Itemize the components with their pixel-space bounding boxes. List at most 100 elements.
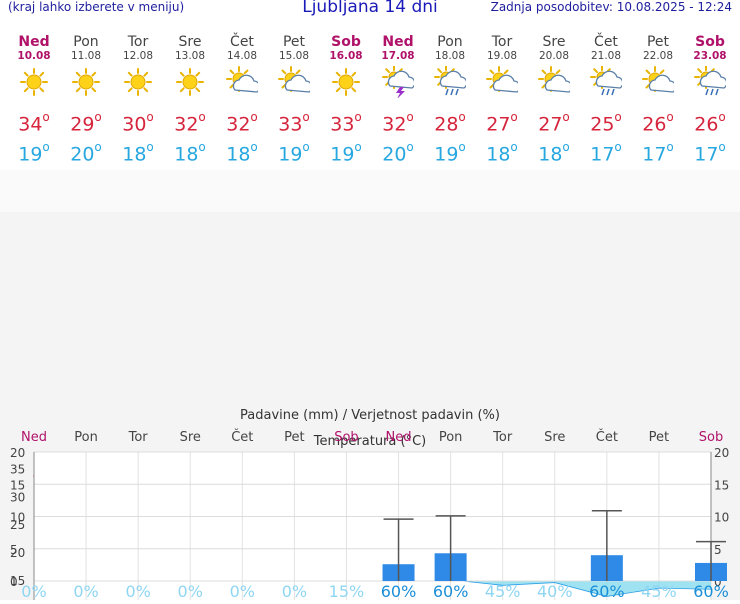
precipitation-probability: 0%	[73, 582, 98, 600]
precipitation-day-label: Čet	[596, 429, 618, 445]
precipitation-day-label: Ned	[386, 430, 412, 445]
day-column[interactable]: Pet 15.08 33o 19o	[268, 24, 320, 170]
day-column[interactable]: Čet 14.08 32o 18o	[216, 24, 268, 170]
day-date: 17.08	[381, 50, 415, 62]
day-column[interactable]: Sre 20.08 27o 18o	[528, 24, 580, 170]
precipitation-y-tick-left: 0	[10, 575, 18, 589]
day-date: 16.08	[329, 50, 363, 62]
day-name: Pon	[73, 34, 99, 50]
separator	[0, 170, 740, 212]
header: (kraj lahko izberete v meniju) Ljubljana…	[0, 0, 740, 22]
max-temp: 33o	[278, 110, 310, 136]
sun-icon	[330, 66, 362, 98]
charts-panel: Temperatura (°C)1520253035vreme.us Padav…	[0, 212, 740, 602]
precipitation-title: Padavine (mm) / Verjetnost padavin (%)	[240, 408, 500, 423]
temperature-y-tick: 30	[10, 490, 25, 504]
day-date: 13.08	[174, 50, 206, 62]
day-date: 19.08	[486, 50, 518, 62]
temperature-y-tick: 20	[10, 546, 25, 560]
day-name: Sre	[542, 34, 566, 50]
page-title: Ljubljana 14 dni	[302, 0, 438, 17]
cloudy-showers-icon	[434, 65, 468, 98]
day-date: 14.08	[226, 50, 258, 62]
day-date: 15.08	[278, 50, 310, 62]
forecast-strip: Ned 10.08 34o 19o Pon 11.08 29o 20o Tor 12.08 30o 1…	[0, 24, 740, 170]
max-temp: 30o	[122, 110, 154, 136]
day-name: Tor	[491, 34, 513, 50]
day-column[interactable]: Ned 10.08 34o 19o	[8, 24, 60, 170]
day-name: Čet	[594, 34, 618, 50]
day-column[interactable]: Čet 21.08 25o 17o	[580, 24, 632, 170]
precipitation-day-label: Čet	[231, 429, 253, 445]
temperature-y-tick: 25	[10, 518, 25, 532]
day-name: Pet	[646, 34, 670, 50]
max-temp: 27o	[538, 110, 570, 136]
precipitation-probability: 0%	[230, 582, 255, 600]
max-temp: 32o	[174, 110, 206, 136]
precipitation-probability: 60%	[433, 582, 469, 600]
precipitation-y-tick-right: 5	[714, 543, 722, 557]
precipitation-probability: 45%	[485, 582, 521, 600]
sun-icon	[122, 66, 154, 98]
precipitation-day-label: Sre	[544, 430, 565, 445]
day-column[interactable]: Tor 19.08 27o 18o	[476, 24, 528, 170]
min-temp: 19o	[434, 140, 466, 166]
max-temp: 25o	[590, 110, 622, 136]
cloudy-showers-icon	[590, 65, 624, 98]
max-temp: 26o	[694, 110, 726, 136]
day-name: Čet	[230, 34, 254, 50]
min-temp: 19o	[330, 140, 362, 166]
day-column[interactable]: Sob 23.08 26o 17o	[684, 24, 736, 170]
precipitation-probability: 0%	[125, 582, 150, 600]
day-date: 22.08	[642, 50, 674, 62]
precipitation-day-label: Pet	[649, 430, 669, 445]
sun-icon	[18, 66, 50, 98]
precipitation-day-label: Tor	[492, 430, 513, 445]
day-column[interactable]: Pon 18.08 28o 19o	[424, 24, 476, 170]
min-temp: 17o	[642, 140, 674, 166]
day-name: Sob	[331, 34, 361, 50]
max-temp: 32o	[226, 110, 258, 136]
day-column[interactable]: Pet 22.08 26o 17o	[632, 24, 684, 170]
precipitation-day-label: Ned	[21, 430, 47, 445]
precipitation-y-tick-right: 20	[714, 446, 729, 460]
min-temp: 20o	[382, 140, 414, 166]
day-name: Ned	[382, 34, 414, 50]
precipitation-y-tick-left: 5	[10, 543, 18, 557]
min-temp: 18o	[174, 140, 206, 166]
partly-cloudy-icon	[538, 66, 573, 98]
partly-cloudy-icon	[642, 66, 677, 98]
charts-svg: Temperatura (°C)1520253035vreme.us Padav…	[10, 408, 729, 602]
partly-cloudy-icon	[486, 66, 521, 98]
max-temp: 28o	[434, 110, 466, 136]
min-temp: 18o	[538, 140, 570, 166]
precipitation-probability: 60%	[381, 582, 417, 600]
precipitation-day-label: Pet	[284, 430, 304, 445]
precipitation-y-tick-right: 10	[714, 511, 729, 525]
temperature-title: Temperatura (°C)	[313, 434, 426, 449]
day-date: 20.08	[538, 50, 570, 62]
min-temp: 19o	[18, 140, 50, 166]
min-temp: 18o	[122, 140, 154, 166]
day-name: Ned	[18, 34, 50, 50]
precipitation-probability: 15%	[329, 582, 365, 600]
max-temp: 32o	[382, 110, 414, 136]
precipitation-y-tick-left: 10	[10, 511, 25, 525]
temperature-y-tick: 15	[10, 574, 25, 588]
max-temp: 26o	[642, 110, 674, 136]
precipitation-day-label: Pon	[439, 430, 463, 445]
thunderstorm-icon	[382, 65, 416, 99]
day-name: Sre	[178, 34, 202, 50]
day-name: Sob	[695, 34, 725, 50]
partly-cloudy-icon	[226, 66, 261, 98]
day-column[interactable]: Sob 16.08 33o 19o	[320, 24, 372, 170]
day-column[interactable]: Pon 11.08 29o 20o	[60, 24, 112, 170]
day-date: 11.08	[70, 50, 102, 62]
day-name: Tor	[127, 34, 149, 50]
day-column[interactable]: Ned 17.08 32o 20o	[372, 24, 424, 170]
day-column[interactable]: Tor 12.08 30o 18o	[112, 24, 164, 170]
min-temp: 18o	[486, 140, 518, 166]
day-column[interactable]: Sre 13.08 32o 18o	[164, 24, 216, 170]
day-date: 23.08	[693, 50, 727, 62]
location-hint[interactable]: (kraj lahko izberete v meniju)	[8, 0, 185, 14]
